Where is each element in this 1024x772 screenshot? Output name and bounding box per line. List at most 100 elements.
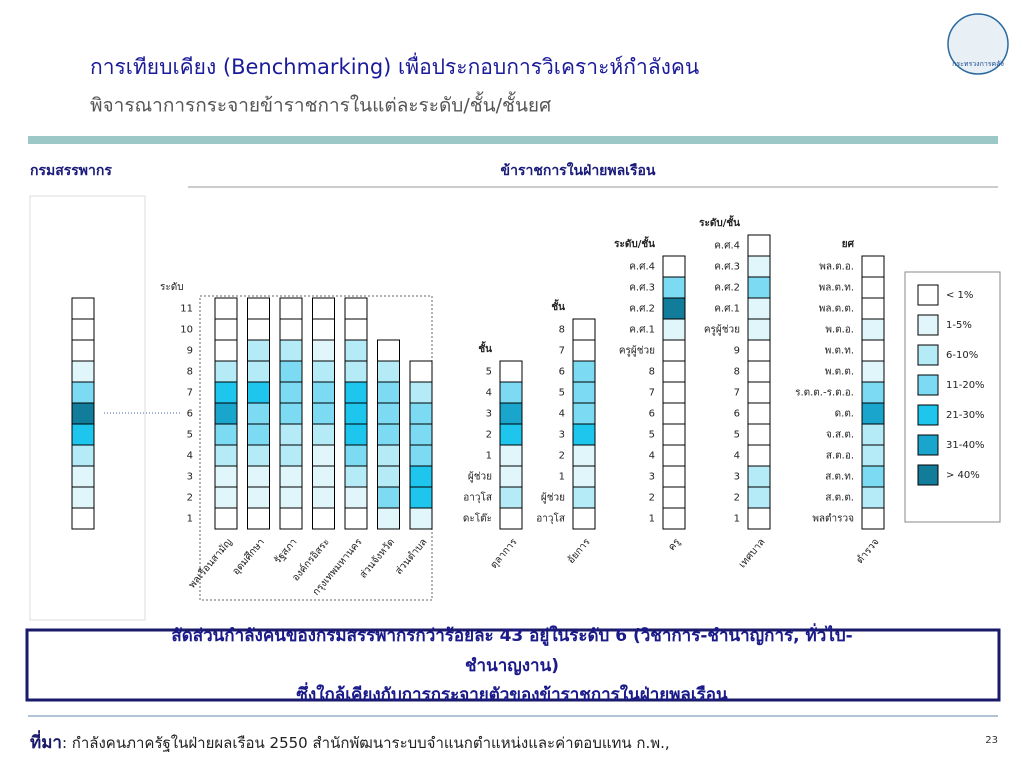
cell [247, 402, 270, 425]
legend-swatch [917, 374, 939, 396]
row-label: พ.ต.ท. [825, 346, 854, 357]
cell [247, 444, 270, 467]
column-name: รัฐสภา [272, 537, 299, 566]
cell [377, 402, 400, 425]
row-label: 8 [649, 367, 655, 378]
legend-swatch [917, 464, 939, 486]
legend-label: 11-20% [946, 380, 985, 391]
row-label: อาวุโส [463, 491, 492, 504]
cell [662, 276, 686, 299]
cell [499, 444, 523, 467]
cell [312, 402, 335, 425]
cell [344, 444, 368, 467]
cell [662, 255, 686, 278]
cell [71, 360, 95, 383]
cell [312, 486, 335, 509]
logo [947, 13, 1009, 75]
legend-label: < 1% [946, 290, 973, 301]
cell [214, 507, 238, 530]
cell [247, 465, 270, 488]
cell [71, 339, 95, 362]
cell [747, 507, 771, 530]
cell [344, 339, 368, 362]
cell [279, 360, 303, 383]
cell [747, 297, 771, 320]
cell [572, 339, 596, 362]
cell [747, 339, 771, 362]
row-label: 10 [180, 325, 193, 336]
row-heading: ยศ [842, 239, 855, 250]
cell [409, 402, 433, 425]
cell [861, 297, 885, 320]
row-label: ด.ต. [835, 409, 854, 420]
row-label: 5 [486, 367, 492, 378]
cell [71, 465, 95, 488]
row-label: 11 [180, 304, 193, 315]
row-label: 4 [559, 409, 565, 420]
cell [71, 444, 95, 467]
cell [747, 234, 771, 257]
cell [279, 339, 303, 362]
cell [312, 318, 335, 341]
cell [214, 360, 238, 383]
cell [499, 507, 523, 530]
dept-frame [29, 195, 146, 621]
cell [279, 402, 303, 425]
row-label: ส.ต.อ. [826, 451, 854, 462]
cell [377, 339, 400, 362]
row-label: ค.ศ.3 [714, 262, 740, 273]
cell [662, 486, 686, 509]
legend-swatch [917, 344, 939, 366]
row-label: 1 [187, 514, 193, 525]
cell [247, 423, 270, 446]
row-label: 5 [187, 430, 193, 441]
cell [71, 423, 95, 446]
legend-swatch [917, 434, 939, 456]
cell [214, 465, 238, 488]
cell [377, 423, 400, 446]
row-heading: ชั้น [551, 299, 565, 313]
row-label: 2 [734, 493, 740, 504]
row-label: 9 [187, 346, 193, 357]
cell [247, 339, 270, 362]
column-name: ตำรวจ [855, 537, 882, 566]
cell [572, 423, 596, 446]
page-number: 23 [985, 735, 998, 746]
row-label: 8 [187, 367, 193, 378]
cell [662, 360, 686, 383]
cell [247, 381, 270, 404]
cell [662, 339, 686, 362]
cell [861, 423, 885, 446]
legend-label: 1-5% [946, 320, 972, 331]
cell [747, 444, 771, 467]
cell [747, 423, 771, 446]
row-label: ผู้ช่วย [541, 492, 565, 504]
cell [861, 402, 885, 425]
row-label: ดะโต๊ะ [463, 512, 492, 525]
cell [312, 297, 335, 320]
cell [214, 402, 238, 425]
cell [861, 318, 885, 341]
cell [247, 486, 270, 509]
column-name: ตุลาการ [488, 536, 520, 571]
column-name: ครู [666, 536, 683, 553]
row-label: ค.ศ.2 [629, 304, 655, 315]
row-label: ส.ต.ท. [825, 472, 854, 483]
row-heading: ระดับ/ชั้น [614, 236, 655, 250]
right-heading: ข้าราชการในฝ่ายพลเรือน [501, 161, 656, 179]
cell [572, 486, 596, 509]
cell [71, 507, 95, 530]
cell [572, 318, 596, 341]
legend-swatch [917, 404, 939, 426]
row-label: ค.ศ.1 [629, 325, 655, 336]
cell [662, 381, 686, 404]
cell [662, 402, 686, 425]
row-label: 8 [734, 367, 740, 378]
row-label: 4 [734, 451, 740, 462]
summary-box [25, 628, 1001, 702]
cell [344, 486, 368, 509]
cell [279, 318, 303, 341]
row-label: ร.ต.ต.-ร.ต.อ. [795, 388, 854, 399]
title: การเทียบเคียง (Benchmarking) เพื่อประกอบ… [90, 52, 699, 79]
